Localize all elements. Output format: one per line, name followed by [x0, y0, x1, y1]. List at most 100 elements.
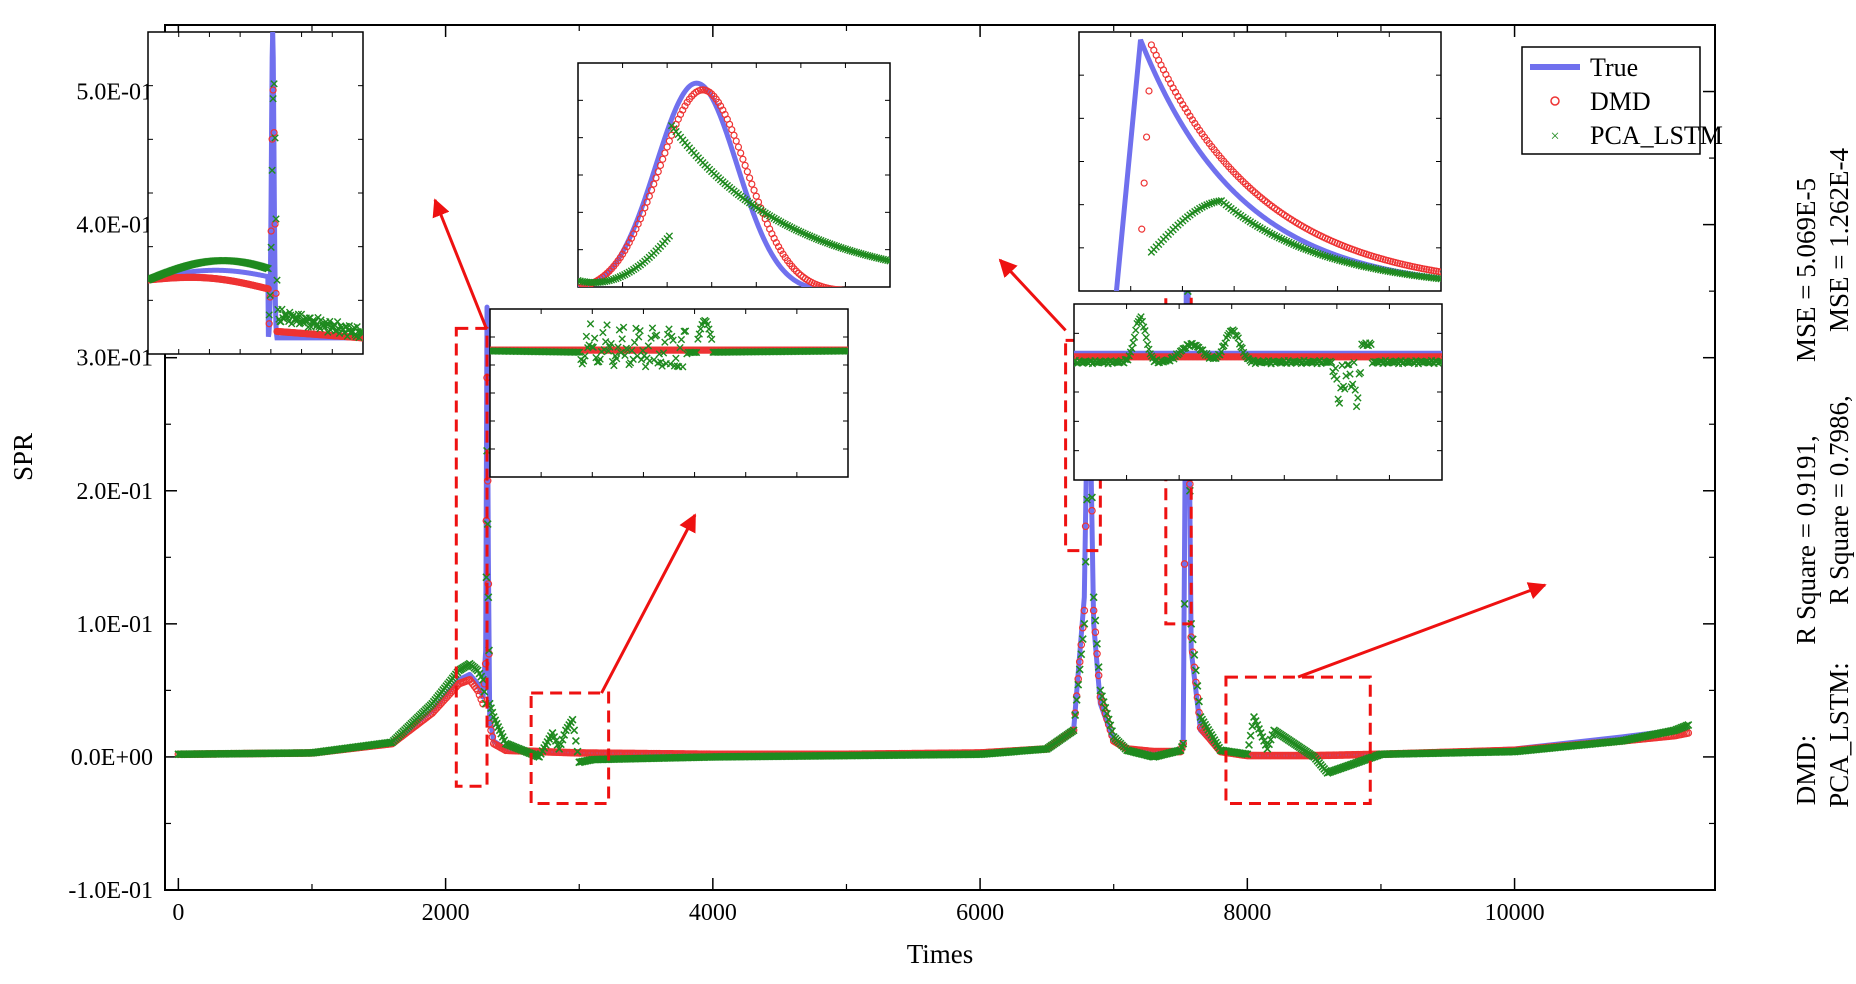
inset5-pca-point: [1354, 394, 1362, 402]
inset3-dmd-point: [645, 192, 653, 200]
inset1-dmd-point: [266, 293, 274, 301]
inset4-dmd-point: [1103, 293, 1109, 299]
inset-peak-2300-frame: [147, 31, 364, 355]
inset4-dmd-point: [1083, 293, 1089, 299]
inset3-pca-point: [830, 241, 838, 250]
inset3-pca-point: [808, 233, 816, 241]
inset1-dmd-point: [264, 285, 272, 293]
pca-lstm-point: [1083, 495, 1091, 504]
inset3-dmd-point: [824, 284, 832, 287]
plot-frame: [164, 24, 1716, 891]
inset2-pca-point: [612, 355, 621, 363]
inset3-dmd-point: [795, 269, 803, 277]
inset-peak-6800: [577, 62, 891, 294]
inset4-dmd-point: [1078, 293, 1084, 299]
inset3-pca-point: [665, 232, 674, 240]
inset5-pca-point: [1141, 326, 1149, 335]
main-series: [174, 124, 1693, 777]
inset2-pca-point: [841, 347, 848, 355]
inset3-dmd-point: [650, 180, 658, 188]
y-tick-label: 4.0E-01: [76, 213, 153, 239]
y-tick-label: 2.0E-01: [76, 479, 153, 505]
pca-lstm-point: [1096, 686, 1105, 695]
inset3-pca-point: [814, 235, 823, 244]
inset4-dmd-point: [1105, 293, 1111, 299]
inset4-dmd-point: [1145, 87, 1153, 95]
inset-noise-3000: [489, 308, 849, 478]
insets: [147, 31, 1443, 481]
inset4-pca-point: [1309, 248, 1317, 256]
inset5-pca-point: [1234, 334, 1242, 342]
inset1-pca-point: [359, 329, 363, 337]
inset4-plot: [1078, 38, 1441, 299]
pca-lstm-point: [1089, 593, 1098, 602]
inset3-pca-point: [835, 243, 843, 251]
inset4-pca-point: [1314, 249, 1322, 258]
inset4-dmd-point: [1119, 293, 1125, 299]
inset3-dmd-point: [874, 288, 880, 294]
inset5-pca-point: [1351, 386, 1359, 394]
inset3-dmd-point: [862, 288, 868, 294]
inset5-pca-point: [1346, 370, 1354, 378]
inset4-dmd-point: [1112, 293, 1118, 299]
inset4-dmd-point: [1081, 293, 1087, 299]
inset2-pca-point: [661, 338, 669, 346]
inset3-pca-point: [797, 228, 805, 236]
inset3-dmd-point: [860, 288, 866, 294]
metrics-annotation: DMD: R Square = 0.9191, MSE = 5.069E-5 P…: [1791, 148, 1854, 808]
inset3-pca-point: [605, 276, 613, 285]
inset1-pca-point: [269, 94, 277, 103]
inset1-pca-point: [266, 291, 274, 299]
inset3-pca-point: [837, 243, 845, 252]
pca-lstm-point: [560, 730, 569, 739]
inset3-true-line: [578, 80, 821, 287]
inset3-pca-point: [846, 246, 854, 255]
inset4-pca-point: [1434, 274, 1441, 283]
inset2-pca-point: [842, 347, 848, 355]
inset4-dmd-point: [1090, 293, 1096, 299]
y-tick-label: -1.0E-01: [68, 878, 153, 904]
inset2-pca-point: [635, 333, 643, 341]
inset-noise-3000-frame: [489, 308, 849, 478]
inset5-pca-point: [1435, 358, 1442, 366]
inset2-pca-point: [657, 358, 665, 366]
inset2-pca-point: [652, 331, 661, 339]
pca-lstm-point: [483, 520, 492, 529]
inset3-dmd-point: [774, 243, 783, 251]
pca-lstm-point: [1088, 493, 1096, 502]
metric-dmd-label: DMD:: [1791, 735, 1821, 806]
inset2-pca-point: [619, 323, 628, 331]
y-tick-label: 0.0E+00: [71, 745, 153, 771]
inset2-pca-point: [647, 334, 655, 342]
dmd-point: [1074, 675, 1083, 683]
pca-lstm-point: [570, 726, 579, 735]
dmd-point: [1186, 480, 1194, 488]
legend-true-label: True: [1590, 53, 1638, 82]
inset3-pca-point: [817, 236, 825, 245]
x-tick-label: 4000: [689, 900, 737, 926]
inset3-dmd-point: [748, 180, 756, 188]
inset3-pca-point: [828, 240, 836, 249]
inset2-pca-point: [596, 355, 604, 363]
pca-lstm-point: [1193, 681, 1202, 690]
inset4-dmd-point: [1117, 293, 1123, 299]
pca-lstm-point: [488, 708, 497, 717]
inset4-dmd-point: [1138, 225, 1146, 233]
inset3-dmd-point: [839, 286, 843, 287]
inset5-pca-point: [1350, 358, 1358, 367]
inset1-pca-point: [297, 310, 306, 318]
highlight-box-2: [529, 691, 611, 805]
inset2-pca-point: [589, 343, 597, 351]
inset3-pca-point: [799, 229, 807, 237]
pca-lstm-point: [1069, 726, 1078, 735]
inset4-dmd-point: [1132, 293, 1138, 299]
inset3-dmd-point: [750, 186, 758, 194]
inset5-pca-point: [1327, 358, 1336, 367]
inset2-pca-point: [844, 347, 848, 355]
inset3-dmd-point: [717, 102, 725, 110]
dmd-point: [1180, 560, 1189, 568]
dmd-point: [1075, 658, 1084, 666]
inset4-dmd-point: [1136, 293, 1142, 299]
inset2-pca-point: [574, 348, 582, 356]
inset3-dmd-point: [621, 246, 629, 255]
